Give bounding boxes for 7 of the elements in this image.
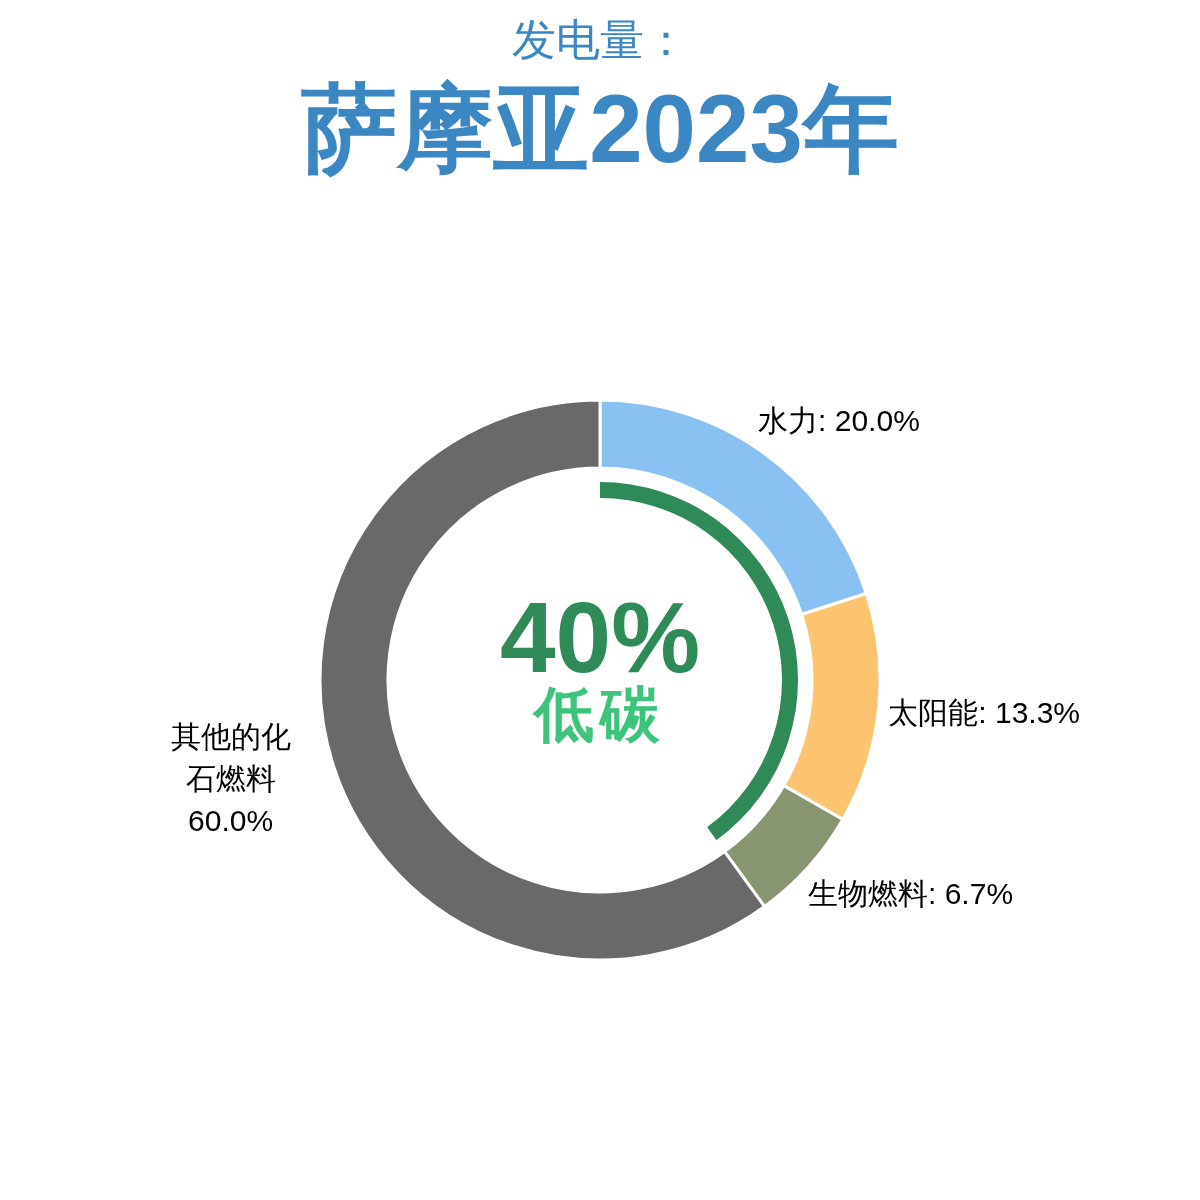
slice-label: 太阳能: 13.3% bbox=[888, 696, 1081, 730]
slice-label: 生物燃料: 6.7% bbox=[808, 876, 1014, 910]
chart-title: 萨摩亚2023年 bbox=[301, 75, 899, 182]
data-label: 60.0% bbox=[188, 803, 274, 837]
slice-label: 水力: 20.0% bbox=[758, 404, 920, 438]
chart-subtitle: 发电量： bbox=[512, 15, 688, 64]
slice-label: 其他的化石燃料 bbox=[170, 719, 291, 795]
